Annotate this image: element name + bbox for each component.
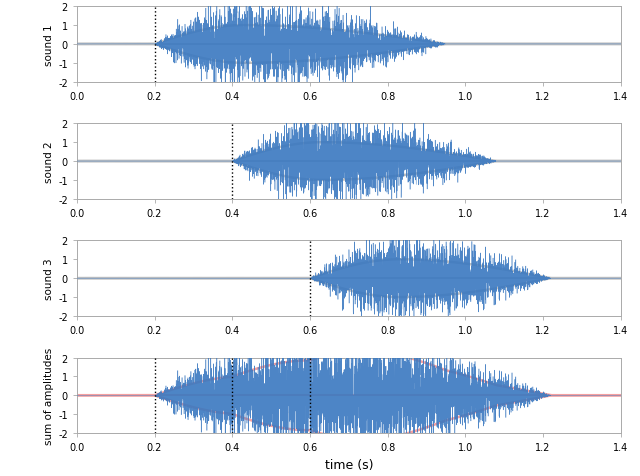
Y-axis label: sound 3: sound 3 [44,258,54,299]
Y-axis label: sound 2: sound 2 [44,141,54,182]
X-axis label: time (s): time (s) [324,458,373,471]
Y-axis label: sound 1: sound 1 [44,24,54,66]
Y-axis label: sum of amplitudes: sum of amplitudes [44,347,54,444]
